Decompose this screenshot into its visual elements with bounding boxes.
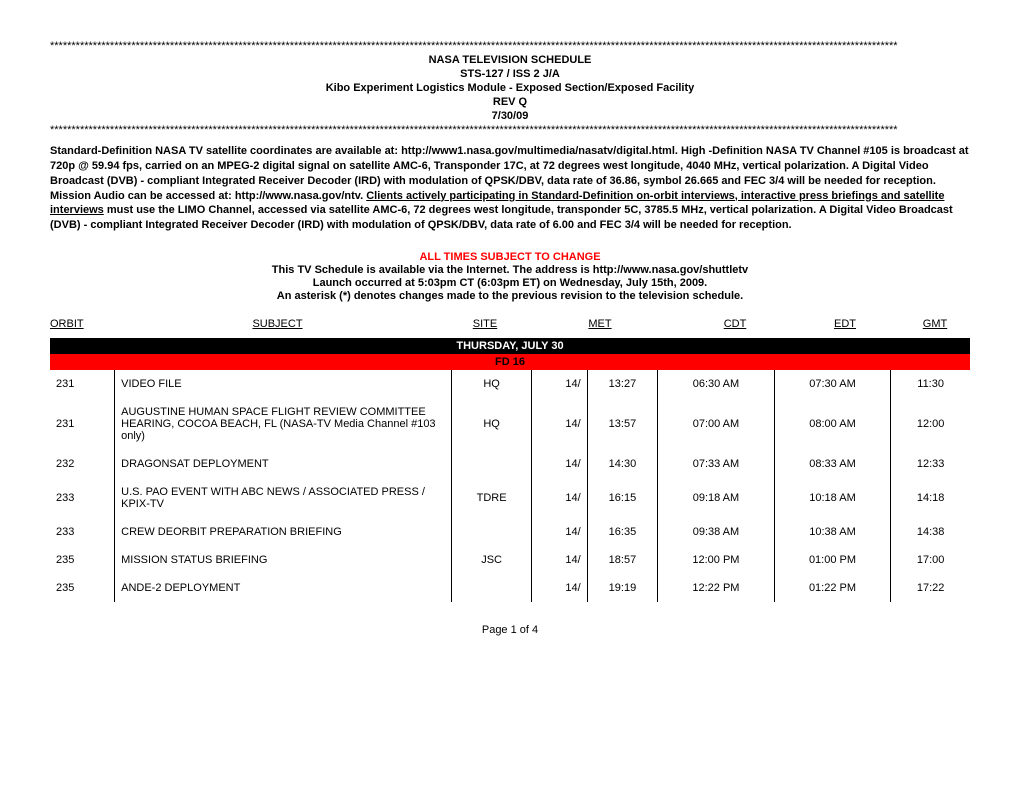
mission-code: STS-127 / ISS 2 J/A — [50, 68, 970, 80]
page-title: NASA TELEVISION SCHEDULE — [50, 54, 970, 66]
table-row: 231VIDEO FILEHQ14/13:2706:30 AM07:30 AM1… — [50, 370, 970, 398]
col-cdt: CDT — [680, 316, 790, 332]
cell-gmt: 12:33 — [891, 450, 970, 478]
cell-subject: U.S. PAO EVENT WITH ABC NEWS / ASSOCIATE… — [115, 478, 452, 518]
cell-edt: 07:30 AM — [774, 370, 891, 398]
table-row: 233CREW DEORBIT PREPARATION BRIEFING 14/1… — [50, 518, 970, 546]
cell-gmt: 12:00 — [891, 398, 970, 450]
cell-edt: 08:00 AM — [774, 398, 891, 450]
cell-met-time: 14:30 — [587, 450, 657, 478]
cell-subject: VIDEO FILE — [115, 370, 452, 398]
cell-met-day: 14/ — [532, 398, 588, 450]
cell-site — [452, 574, 532, 602]
cell-orbit: 233 — [50, 518, 115, 546]
cell-met-time: 16:35 — [587, 518, 657, 546]
cell-site: TDRE — [452, 478, 532, 518]
cell-orbit: 231 — [50, 370, 115, 398]
cell-subject: AUGUSTINE HUMAN SPACE FLIGHT REVIEW COMM… — [115, 398, 452, 450]
col-subject: SUBJECT — [105, 316, 450, 332]
star-line-top: ****************************************… — [50, 40, 970, 52]
cell-met-day: 14/ — [532, 574, 588, 602]
cell-subject: DRAGONSAT DEPLOYMENT — [115, 450, 452, 478]
cell-cdt: 07:00 AM — [658, 398, 775, 450]
cell-edt: 01:00 PM — [774, 546, 891, 574]
table-row: 233U.S. PAO EVENT WITH ABC NEWS / ASSOCI… — [50, 478, 970, 518]
cell-gmt: 11:30 — [891, 370, 970, 398]
cell-cdt: 09:18 AM — [658, 478, 775, 518]
info-text-b: High -Definition NASA TV Channel #105 — [681, 145, 888, 157]
cell-met-day: 14/ — [532, 478, 588, 518]
cell-met-time: 13:57 — [587, 398, 657, 450]
revision: REV Q — [50, 96, 970, 108]
fd-header-row: FD 16 — [50, 354, 970, 370]
cell-gmt: 14:38 — [891, 518, 970, 546]
cell-orbit: 232 — [50, 450, 115, 478]
cell-met-day: 14/ — [532, 546, 588, 574]
cell-met-time: 19:19 — [587, 574, 657, 602]
table-row: 235ANDE-2 DEPLOYMENT 14/19:1912:22 PM01:2… — [50, 574, 970, 602]
cell-orbit: 233 — [50, 478, 115, 518]
cell-orbit: 235 — [50, 546, 115, 574]
column-headers: ORBIT SUBJECT SITE MET CDT EDT GMT — [50, 316, 970, 332]
cell-site — [452, 518, 532, 546]
cell-cdt: 12:00 PM — [658, 546, 775, 574]
cell-met-day: 14/ — [532, 518, 588, 546]
cell-cdt: 07:33 AM — [658, 450, 775, 478]
cell-subject: ANDE-2 DEPLOYMENT — [115, 574, 452, 602]
star-line-bottom: ****************************************… — [50, 124, 970, 136]
cell-met-time: 16:15 — [587, 478, 657, 518]
cell-gmt: 14:18 — [891, 478, 970, 518]
cell-edt: 08:33 AM — [774, 450, 891, 478]
cell-edt: 10:38 AM — [774, 518, 891, 546]
header-date: 7/30/09 — [50, 110, 970, 122]
notice-change: ALL TIMES SUBJECT TO CHANGE — [50, 251, 970, 263]
notice-line2: Launch occurred at 5:03pm CT (6:03pm ET)… — [50, 277, 970, 289]
cell-met-day: 14/ — [532, 450, 588, 478]
cell-met-time: 18:57 — [587, 546, 657, 574]
subtitle: Kibo Experiment Logistics Module - Expos… — [50, 82, 970, 94]
cell-orbit: 235 — [50, 574, 115, 602]
fd-header: FD 16 — [50, 354, 970, 370]
cell-subject: CREW DEORBIT PREPARATION BRIEFING — [115, 518, 452, 546]
page-footer: Page 1 of 4 — [50, 624, 970, 636]
cell-met-time: 13:27 — [587, 370, 657, 398]
col-orbit: ORBIT — [50, 316, 105, 332]
cell-site: HQ — [452, 398, 532, 450]
cell-cdt: 06:30 AM — [658, 370, 775, 398]
cell-cdt: 09:38 AM — [658, 518, 775, 546]
notice-line1: This TV Schedule is available via the In… — [50, 264, 970, 276]
info-text-e: must use the LIMO Channel, accessed via … — [50, 204, 953, 231]
cell-edt: 10:18 AM — [774, 478, 891, 518]
cell-cdt: 12:22 PM — [658, 574, 775, 602]
cell-met-day: 14/ — [532, 370, 588, 398]
notice-line3: An asterisk (*) denotes changes made to … — [50, 290, 970, 302]
cell-orbit: 231 — [50, 398, 115, 450]
cell-site: HQ — [452, 370, 532, 398]
cell-edt: 01:22 PM — [774, 574, 891, 602]
day-header-row: THURSDAY, JULY 30 — [50, 338, 970, 354]
table-row: 231AUGUSTINE HUMAN SPACE FLIGHT REVIEW C… — [50, 398, 970, 450]
col-edt: EDT — [790, 316, 900, 332]
schedule-table: THURSDAY, JULY 30 FD 16 231VIDEO FILEHQ1… — [50, 338, 970, 602]
cell-site: JSC — [452, 546, 532, 574]
notice-block: ALL TIMES SUBJECT TO CHANGE This TV Sche… — [50, 251, 970, 302]
table-row: 232DRAGONSAT DEPLOYMENT 14/14:3007:33 AM0… — [50, 450, 970, 478]
table-row: 235MISSION STATUS BRIEFINGJSC14/18:5712:… — [50, 546, 970, 574]
info-text-a: Standard-Definition NASA TV satellite co… — [50, 145, 681, 157]
col-site: SITE — [450, 316, 520, 332]
cell-gmt: 17:22 — [891, 574, 970, 602]
info-paragraph: Standard-Definition NASA TV satellite co… — [50, 144, 970, 233]
cell-gmt: 17:00 — [891, 546, 970, 574]
cell-subject: MISSION STATUS BRIEFING — [115, 546, 452, 574]
cell-site — [452, 450, 532, 478]
col-gmt: GMT — [900, 316, 970, 332]
day-header: THURSDAY, JULY 30 — [50, 338, 970, 354]
col-met: MET — [520, 316, 680, 332]
